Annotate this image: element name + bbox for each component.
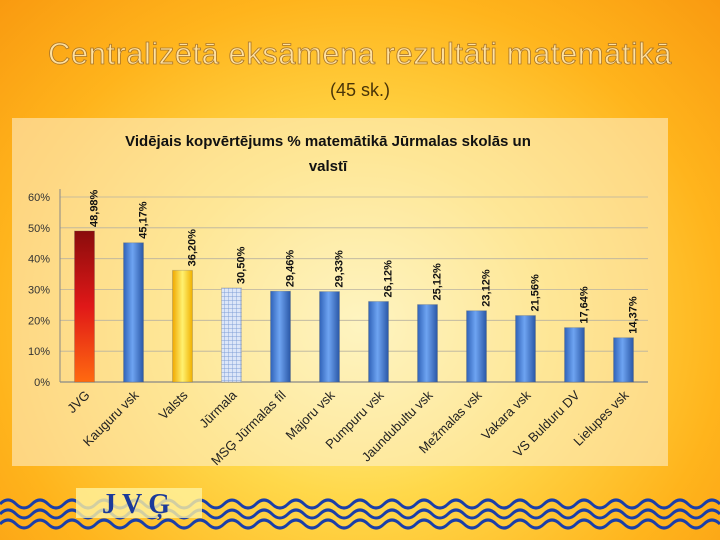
value-label: 48,98%: [89, 189, 101, 227]
bar: [417, 304, 438, 383]
bar: [564, 327, 585, 383]
value-label: 45,17%: [138, 201, 150, 239]
y-tick-label: 40%: [28, 254, 50, 266]
chart-title-line-1: Vidējais kopvērtējums % matemātikā Jūrma…: [125, 133, 531, 150]
bar: [319, 291, 340, 383]
slide-subtitle: (45 sk.): [329, 80, 390, 100]
value-label: 36,20%: [187, 229, 199, 267]
value-label: 25,12%: [432, 263, 444, 301]
chart-plot-panel: [12, 118, 668, 466]
logo-text: JVĢ: [102, 489, 176, 520]
bar: [466, 310, 487, 383]
bar: [368, 300, 389, 383]
value-label: 17,64%: [579, 286, 591, 324]
bars: [74, 230, 634, 383]
value-label: 29,46%: [285, 250, 297, 288]
slide-title: Centralizētā eksāmena rezultāti matemāti…: [47, 36, 673, 72]
value-label: 26,12%: [383, 260, 395, 298]
school-logo: JVĢ: [76, 488, 202, 520]
bar: [515, 315, 536, 383]
value-label: 29,33%: [334, 250, 346, 288]
value-label: 30,50%: [236, 246, 248, 284]
bar: [270, 290, 291, 383]
bar: [123, 242, 144, 383]
y-axis: 0% 10% 20% 30% 40% 50% 60%: [28, 189, 648, 389]
y-tick-label: 0%: [34, 377, 50, 389]
y-tick-label: 10%: [28, 346, 50, 358]
bar: [613, 337, 634, 383]
y-tick-label: 30%: [28, 285, 50, 297]
bar: [172, 269, 193, 383]
value-labels: 48,98% 45,17% 36,20% 30,50% 29,46% 29,33% 26,1…: [89, 189, 640, 333]
bar: [74, 230, 95, 383]
bar: [221, 287, 242, 383]
chart-title-line-2: valstī: [309, 158, 348, 175]
y-tick-label: 60%: [28, 192, 50, 204]
y-tick-label: 20%: [28, 315, 50, 327]
y-tick-label: 50%: [28, 223, 50, 235]
value-label: 21,56%: [530, 274, 542, 312]
value-label: 23,12%: [481, 269, 493, 307]
value-label: 14,37%: [628, 296, 640, 334]
bar-chart: Vidējais kopvērtējums % matemātikā Jūrma…: [12, 118, 668, 468]
